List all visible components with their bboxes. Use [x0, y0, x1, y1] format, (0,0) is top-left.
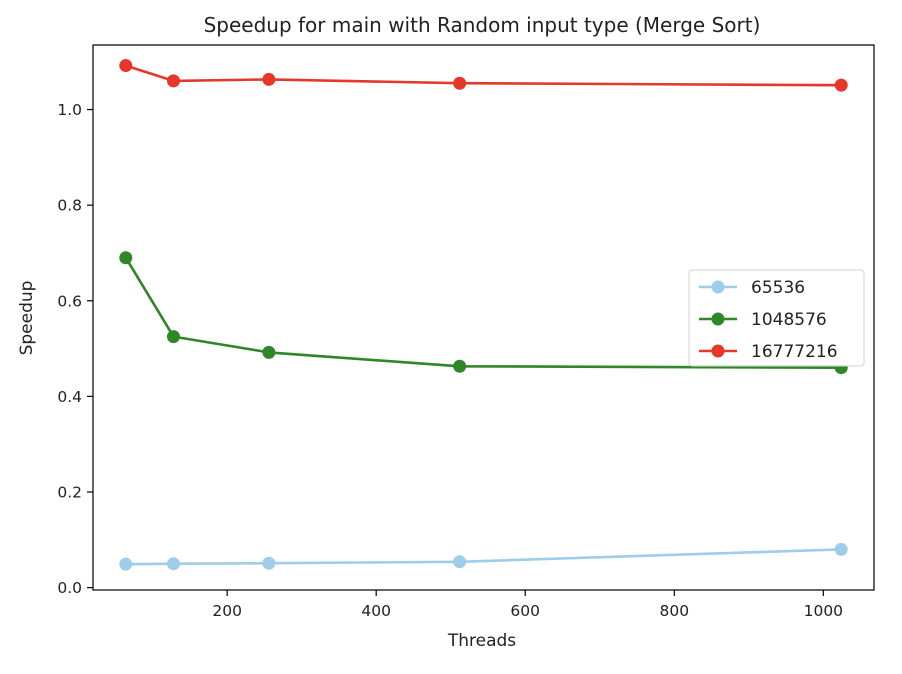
data-point-65536-128 [166, 557, 180, 571]
data-point-1048576-128 [166, 330, 180, 344]
y-axis-ticks: 0.0 0.2 0.4 0.6 0.8 1.0 [57, 101, 93, 597]
y-tick-label-0.0: 0.0 [57, 579, 82, 597]
chart-title: Speedup for main with Random input type … [204, 13, 761, 37]
legend-label-16777216: 16777216 [751, 342, 838, 362]
x-tick-label-400: 400 [361, 602, 391, 620]
x-axis-ticks: 200 400 600 800 1000 [212, 590, 843, 620]
data-point-65536-256 [262, 556, 276, 570]
legend-marker-16777216 [711, 344, 725, 358]
data-point-65536-1024 [834, 542, 848, 556]
y-axis-label: Speedup [17, 281, 37, 356]
data-point-1048576-256 [262, 345, 276, 359]
legend-label-1048576: 1048576 [751, 310, 827, 330]
legend-marker-65536 [711, 280, 725, 294]
y-tick-label-0.2: 0.2 [57, 483, 82, 501]
y-tick-label-1.0: 1.0 [57, 101, 82, 119]
x-tick-label-600: 600 [510, 602, 540, 620]
data-point-16777216-256 [262, 72, 276, 86]
data-point-16777216-64 [119, 59, 133, 73]
data-point-1048576-64 [119, 251, 133, 265]
y-tick-label-0.8: 0.8 [57, 197, 82, 215]
data-point-16777216-1024 [834, 78, 848, 92]
plot-area [92, 44, 875, 591]
legend-box [688, 269, 865, 367]
data-point-16777216-128 [166, 74, 180, 88]
data-point-1048576-512 [453, 359, 467, 373]
y-tick-label-0.4: 0.4 [57, 388, 82, 406]
x-tick-label-1000: 1000 [804, 602, 843, 620]
data-point-65536-64 [119, 557, 133, 571]
legend-label-65536: 65536 [751, 278, 805, 298]
x-tick-label-200: 200 [212, 602, 242, 620]
data-point-16777216-512 [453, 76, 467, 90]
legend: 65536 1048576 16777216 [688, 269, 865, 367]
y-tick-label-0.6: 0.6 [57, 292, 82, 310]
legend-marker-1048576 [711, 312, 725, 326]
plot-frame [92, 44, 875, 591]
data-point-65536-512 [453, 555, 467, 569]
x-tick-label-800: 800 [659, 602, 689, 620]
x-axis-label: Threads [447, 631, 516, 651]
